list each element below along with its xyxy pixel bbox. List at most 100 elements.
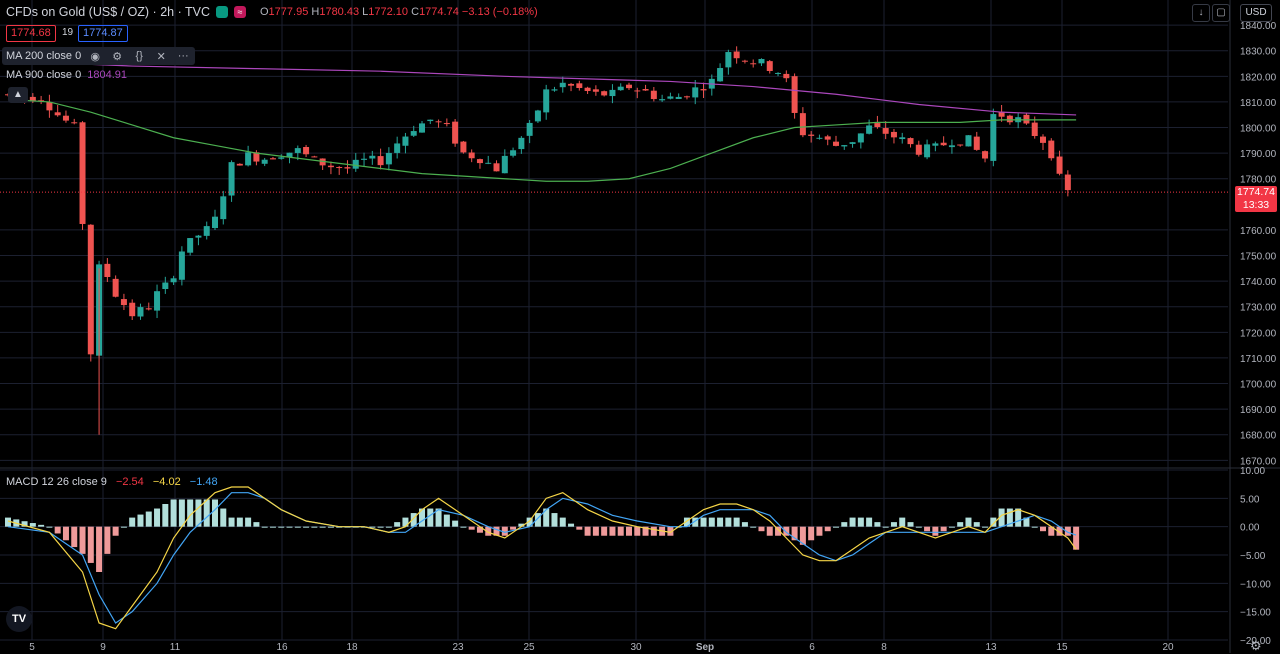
macd-histogram-bar (1073, 526, 1080, 550)
chevron-up-icon[interactable]: ▲ (8, 87, 28, 103)
time-tick-label: 9 (100, 642, 106, 653)
candle-body (220, 196, 227, 220)
macd-legend[interactable]: MACD 12 26 close 9 −2.54 −4.02 −1.48 (6, 476, 218, 488)
candle-body (626, 84, 632, 89)
macd-tick-label: −15.00 (1240, 608, 1271, 619)
candle-body (833, 141, 839, 146)
candle-body (609, 89, 616, 97)
candle-body (377, 156, 384, 166)
braces-icon[interactable]: {} (135, 50, 143, 62)
more-icon[interactable]: ··· (177, 50, 189, 62)
buy-price-button[interactable]: 1774.87 (78, 25, 128, 42)
gear-icon[interactable]: ⚙ (112, 50, 123, 63)
macd-histogram-bar (286, 526, 293, 528)
price-tick-label: 1690.00 (1240, 405, 1277, 416)
price-tick-label: 1680.00 (1240, 431, 1277, 442)
macd-tick-label: −5.00 (1240, 551, 1266, 562)
macd-histogram-bar (526, 517, 533, 527)
macd-histogram-bar (973, 522, 980, 527)
candle-body (435, 121, 442, 123)
candle-body (1006, 115, 1013, 123)
macd-histogram-bar (1056, 526, 1063, 536)
macd-histogram-bar (924, 526, 931, 532)
price-tick-label: 1840.00 (1240, 21, 1277, 32)
candle-body (617, 86, 624, 91)
macd-histogram-bar (319, 526, 326, 528)
macd-histogram-bar (708, 517, 715, 527)
sell-price-button[interactable]: 1774.68 (6, 25, 56, 42)
macd-histogram-bar (137, 514, 144, 527)
data-delay-icon: ≈ (233, 6, 246, 18)
macd-histogram-bar (584, 526, 591, 536)
ohlc-readout: O1777.95 H1780.43 L1772.10 C1774.74 −3.1… (259, 6, 538, 18)
eye-icon[interactable]: ◉ (90, 50, 101, 63)
price-tick-label: 1750.00 (1240, 252, 1277, 263)
macd-histogram-bar (1048, 526, 1055, 536)
macd-histogram-bar (940, 526, 947, 532)
macd-histogram-bar (700, 517, 707, 527)
price-tick-label: 1800.00 (1240, 124, 1277, 135)
macd-histogram-bar (750, 526, 757, 528)
macd-histogram-bar (1031, 526, 1038, 528)
candle-body (137, 307, 144, 317)
ma900-legend[interactable]: MA 900 close 0 1804.91 (2, 66, 131, 84)
candle-body (758, 58, 765, 64)
candle-body (410, 131, 417, 136)
macd-histogram-bar (195, 499, 202, 527)
macd-histogram-bar (899, 517, 906, 527)
macd-histogram-bar (112, 526, 119, 536)
candle-body (145, 308, 152, 310)
candle-body (932, 143, 939, 146)
macd-histogram-bar (228, 517, 235, 527)
candle-body (750, 63, 757, 65)
price-tick-label: 1720.00 (1240, 328, 1277, 339)
candle-body (104, 263, 111, 278)
macd-histogram-bar (21, 521, 28, 527)
maximize-icon[interactable]: ▢ (1212, 4, 1230, 22)
close-icon[interactable]: ✕ (156, 50, 166, 63)
candle-body (352, 159, 359, 169)
macd-histogram-bar (162, 504, 169, 527)
bar-countdown: 13:33 (1242, 199, 1270, 211)
candle-body (899, 137, 906, 140)
macd-histogram-bar (410, 513, 417, 527)
tradingview-logo[interactable]: TV (6, 606, 32, 632)
candle-body (452, 121, 459, 144)
macd-histogram-bar (501, 526, 508, 536)
ma200-legend[interactable]: MA 200 close 0 ◉ ⚙ {} ✕ ··· (2, 47, 196, 65)
symbol-title[interactable]: CFDs on Gold (US$ / OZ) · 2h · TVC (6, 5, 210, 19)
candle-body (717, 68, 724, 82)
candle-body (460, 141, 467, 153)
candle-body (319, 158, 326, 166)
candle-body (79, 122, 86, 224)
gear-icon[interactable]: ⚙ (1250, 638, 1262, 653)
macd-histogram-bar (303, 526, 310, 528)
candle-body (419, 123, 425, 133)
arrow-down-icon[interactable]: ↓ (1192, 4, 1210, 22)
candle-body (1064, 174, 1071, 191)
macd-histogram-bar (5, 517, 11, 527)
candle-body (71, 122, 78, 124)
current-price-value: 1774.74 (1237, 186, 1275, 198)
candle-body (236, 163, 243, 166)
macd-signal-line (7, 492, 1077, 624)
macd-histogram-bar (626, 526, 632, 536)
price-tick-label: 1760.00 (1240, 226, 1277, 237)
candle-body (741, 60, 748, 62)
macd-tick-label: −20.00 (1240, 636, 1271, 647)
currency-selector[interactable]: USD (1240, 4, 1272, 22)
macd-histogram-bar (758, 526, 765, 532)
macd-histogram-bar (385, 526, 392, 528)
candle-body (692, 87, 699, 98)
macd-histogram-bar (170, 499, 177, 527)
candle-body (178, 251, 185, 280)
macd-histogram-bar (692, 517, 699, 527)
candle-body (443, 123, 450, 125)
candle-body (228, 162, 235, 196)
candle-body (402, 136, 409, 146)
candle-body (54, 112, 61, 116)
price-tick-label: 1740.00 (1240, 277, 1277, 288)
macd-histogram-bar (62, 526, 69, 541)
candle-body (791, 76, 798, 113)
